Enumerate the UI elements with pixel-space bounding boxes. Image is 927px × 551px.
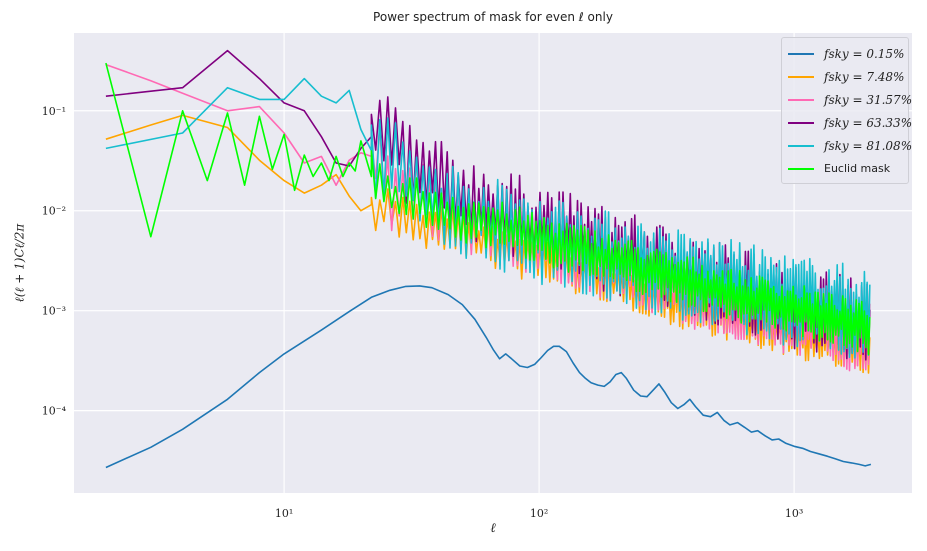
legend-swatch [788,167,814,170]
y-tick-label: 10⁻⁴ [42,405,67,418]
axis-ticks: 10¹ 10² 10³ 10⁻⁴ 10⁻³ 10⁻² 10⁻¹ [42,105,804,520]
legend-swatch [788,98,814,101]
y-axis-label: ℓ(ℓ + 1)Cℓ/2π [12,223,27,303]
series-line-euclid-mask [105,62,871,356]
legend-item: fsky = 31.57% [788,88,912,111]
legend-item: fsky = 0.15% [788,42,905,65]
x-tick-label: 10¹ [275,507,293,520]
legend-label: fsky = 0.15% [824,46,905,61]
y-tick-label: 10⁻² [42,205,66,218]
legend-swatch [788,121,814,124]
legend-label: fsky = 7.48% [824,69,905,84]
y-tick-label: 10⁻³ [42,305,66,318]
plot-area-background [74,33,912,493]
legend-swatch [788,52,814,55]
series-line-fsky-0-15 [105,285,872,469]
chart-title: Power spectrum of mask for even ℓ only [373,10,613,24]
legend-label: fsky = 31.57% [824,92,913,107]
x-axis-label: ℓ [490,521,496,536]
legend: fsky = 0.15% fsky = 7.48% fsky = 31.57% … [781,37,912,184]
legend-swatch [788,75,814,78]
x-tick-label: 10³ [785,507,803,520]
legend-swatch [788,144,814,147]
x-tick-label: 10² [530,507,548,520]
y-tick-label: 10⁻¹ [42,105,66,118]
legend-label: Euclid mask [824,162,891,175]
data-series [105,49,872,469]
legend-label: fsky = 63.33% [824,115,913,130]
legend-label: fsky = 81.08% [824,138,913,153]
legend-item: fsky = 81.08% [788,134,912,157]
legend-item: Euclid mask [788,157,902,180]
legend-item: fsky = 7.48% [788,65,905,88]
legend-item: fsky = 63.33% [788,111,912,134]
